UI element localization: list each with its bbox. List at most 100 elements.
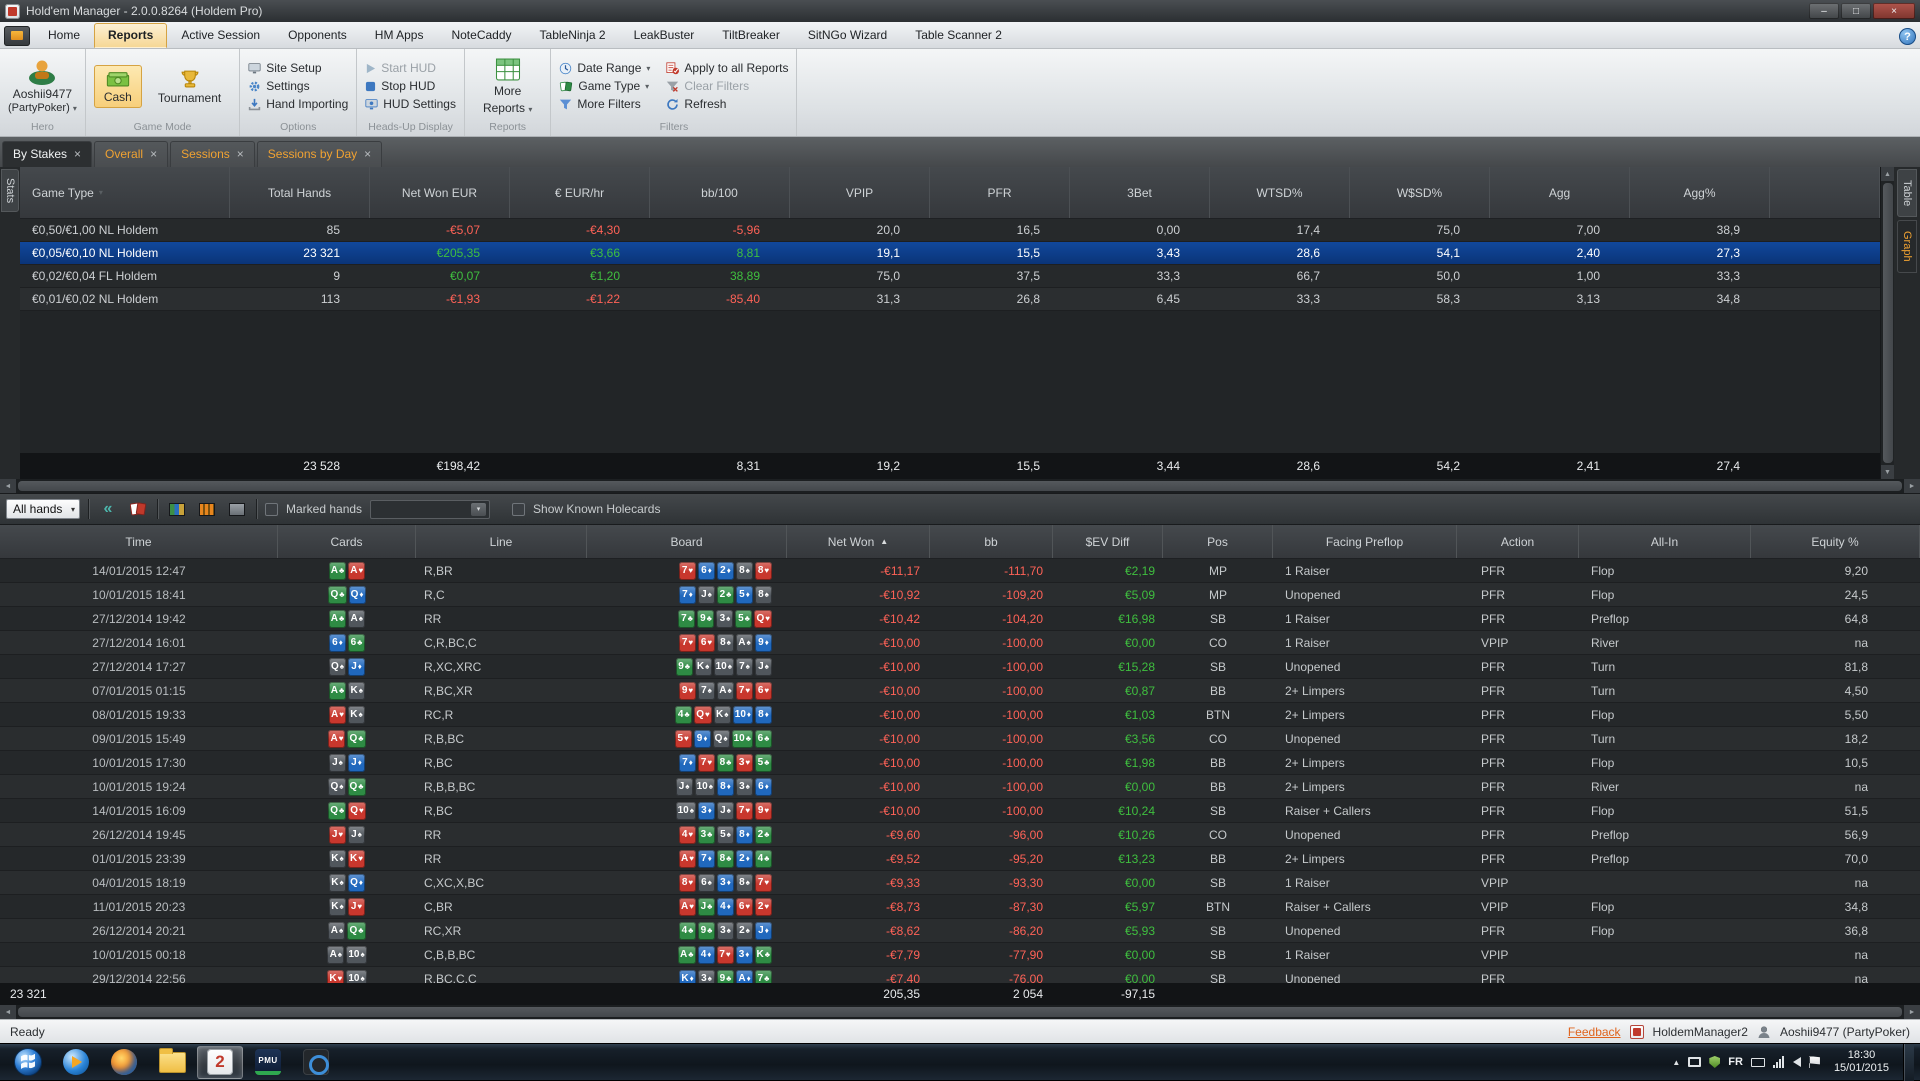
filter-dropdown-icon[interactable]: ▾	[98, 188, 103, 197]
start-button[interactable]	[5, 1046, 51, 1079]
settings-button[interactable]: Settings	[248, 79, 348, 93]
menu-item-home[interactable]: Home	[48, 28, 81, 42]
stats-col-vpip[interactable]: VPIP	[790, 167, 930, 218]
language-indicator[interactable]: FR	[1728, 1056, 1743, 1068]
game-type-filter-button[interactable]: Game Type ▾	[559, 79, 650, 93]
stats-col-pfr[interactable]: PFR	[930, 167, 1070, 218]
help-button[interactable]: ?	[1899, 28, 1916, 45]
stats-row[interactable]: €0,02/€0,04 FL Holdem 9 €0,07 €1,20 38,89 75,…	[20, 265, 1880, 288]
report-tab-by-stakes[interactable]: By Stakes ×	[2, 141, 93, 167]
hidden-icons-chevron[interactable]: ▲	[1672, 1057, 1681, 1067]
hand-row[interactable]: 11/01/2015 20:23 K ♠ J ♥ C,BR A ♥ J ♣ 4 ♦ 6 ♥ 2 ♥ -€8,73…	[0, 895, 1920, 919]
stats-col-agg[interactable]: Agg	[1490, 167, 1630, 218]
hands-col-cards[interactable]: Cards	[278, 525, 416, 558]
title-bar[interactable]: Hold'em Manager - 2.0.0.8264 (Holdem Pro…	[0, 0, 1920, 22]
hands-col-pos[interactable]: Pos	[1163, 525, 1273, 558]
stats-col-bb-100[interactable]: bb/100	[650, 167, 790, 218]
hand-row[interactable]: 27/12/2014 17:27 Q ♠ J ♦ R,XC,XRC 9 ♣ K ♠ 10 ♠ 7 ♠ J ♠ -…	[0, 655, 1920, 679]
scroll-right-icon[interactable]: ►	[1904, 479, 1920, 493]
marked-hands-checkbox[interactable]	[265, 502, 278, 516]
start-hud-button[interactable]: Start HUD	[365, 61, 456, 75]
menu-item-leakbuster[interactable]: LeakBuster	[633, 28, 695, 42]
tray-monitor-icon[interactable]	[1688, 1057, 1702, 1067]
menu-item-notecaddy[interactable]: NoteCaddy	[451, 28, 512, 42]
minimize-button[interactable]: –	[1809, 3, 1839, 19]
stats-row[interactable]: €0,01/€0,02 NL Holdem 113 -€1,93 -€1,22 -85,…	[20, 288, 1880, 311]
close-button[interactable]: ×	[1873, 3, 1915, 19]
clear-filters-button[interactable]: Clear Filters	[666, 79, 788, 93]
hand-row[interactable]: 08/01/2015 19:33 A ♥ K ♠ RC,R 4 ♣ Q ♥ K ♠ 10 ♦ 8 ♦ -€10,…	[0, 703, 1920, 727]
stats-row[interactable]: €0,05/€0,10 NL Holdem 23 321 €205,35 €3,66 8…	[20, 242, 1880, 265]
hands-horizontal-scrollbar[interactable]: ◄ ►	[0, 1005, 1920, 1019]
taskbar-media-player-button[interactable]	[53, 1046, 99, 1079]
menu-item-table-scanner-2[interactable]: Table Scanner 2	[915, 28, 1002, 42]
show-desktop-button[interactable]	[1903, 1043, 1914, 1081]
scroll-left-icon[interactable]: ◄	[0, 479, 16, 493]
hand-row[interactable]: 14/01/2015 12:47 A ♣ A ♥ R,BR 7 ♥ 6 ♦ 2 ♦ 8 ♠ 8 ♥ -€11,1…	[0, 559, 1920, 583]
close-tab-icon[interactable]: ×	[364, 147, 372, 161]
stop-hud-button[interactable]: Stop HUD	[365, 79, 456, 93]
hands-col-time[interactable]: Time	[0, 525, 278, 558]
hand-row[interactable]: 01/01/2015 23:39 K ♠ K ♥ RR A ♥ 7 ♦ 8 ♣ 2 ♦ 4 ♣ -€9,52 -9…	[0, 847, 1920, 871]
hand-row[interactable]: 27/12/2014 16:01 6 ♦ 6 ♣ C,R,BC,C 7 ♥ 6 ♥ 8 ♠ A ♠ 9 ♦ -€…	[0, 631, 1920, 655]
hand-row[interactable]: 27/12/2014 19:42 A ♣ A ♠ RR 7 ♣ 9 ♣ 3 ♠ 5 ♣ Q ♥ -€10,42 -…	[0, 607, 1920, 631]
tray-keyboard-icon[interactable]	[1750, 1057, 1765, 1067]
maximize-button[interactable]: □	[1841, 3, 1871, 19]
stats-col-game-type[interactable]: Game Type ▾	[20, 167, 230, 218]
hands-col-bb[interactable]: bb	[930, 525, 1053, 558]
more-reports-button[interactable]: More Reports ▾	[473, 53, 542, 119]
refresh-button[interactable]: Refresh	[666, 97, 788, 111]
rewind-button[interactable]: «	[97, 498, 119, 520]
hand-row[interactable]: 26/12/2014 19:45 J ♥ J ♠ RR 4 ♥ 3 ♣ 5 ♠ 8 ♦ 2 ♣ -€9,60 -9…	[0, 823, 1920, 847]
stats-col-w-sd[interactable]: W$SD%	[1350, 167, 1490, 218]
hand-importing-button[interactable]: Hand Importing	[248, 97, 348, 111]
cash-button[interactable]: Cash	[93, 64, 142, 108]
app-menu-button[interactable]	[4, 26, 30, 46]
hand-row[interactable]: 07/01/2015 01:15 A ♣ K ♠ R,BC,XR 9 ♥ 7 ♠ A ♠ 7 ♥ 6 ♥ -€1…	[0, 679, 1920, 703]
tray-flag-icon[interactable]	[1808, 1056, 1820, 1068]
hand-row[interactable]: 09/01/2015 15:49 A ♥ Q ♣ R,B,BC 5 ♥ 9 ♦ Q ♠ 10 ♣ 6 ♣ -€1…	[0, 727, 1920, 751]
marked-hands-combo[interactable]: ▾	[370, 499, 491, 519]
list-view-button[interactable]	[226, 498, 248, 520]
scrollbar-thumb[interactable]	[1882, 183, 1893, 463]
report-tab-sessions-by-day[interactable]: Sessions by Day ×	[256, 141, 383, 167]
hands-col-facing-preflop[interactable]: Facing Preflop	[1273, 525, 1457, 558]
taskbar-replayer-button[interactable]	[293, 1046, 339, 1079]
hands-col-all-in[interactable]: All-In	[1579, 525, 1751, 558]
hand-row[interactable]: 29/12/2014 22:56 K ♥ 10 ♠ R,BC,C,C K ♦ 3 ♠ 9 ♣ A ♦ 7 ♣ -…	[0, 967, 1920, 983]
hands-col-board[interactable]: Board	[587, 525, 787, 558]
stats-vertical-scrollbar[interactable]: ▲ ▼	[1880, 167, 1895, 479]
report-tab-sessions[interactable]: Sessions ×	[170, 141, 255, 167]
close-tab-icon[interactable]: ×	[236, 147, 244, 161]
apply-all-reports-button[interactable]: Apply to all Reports	[666, 61, 788, 75]
close-tab-icon[interactable]: ×	[150, 147, 158, 161]
menu-item-tiltbreaker[interactable]: TiltBreaker	[722, 28, 780, 42]
scrollbar-thumb[interactable]	[18, 481, 1902, 491]
taskbar-hm2-button[interactable]: 2	[197, 1045, 243, 1079]
stats-col-net-won-eur[interactable]: Net Won EUR	[370, 167, 510, 218]
hand-row[interactable]: 26/12/2014 20:21 A ♠ Q ♣ RC,XR 4 ♣ 9 ♣ 3 ♠ 2 ♠ J ♦ -€8,6…	[0, 919, 1920, 943]
date-range-button[interactable]: Date Range ▾	[559, 61, 650, 75]
scroll-up-icon[interactable]: ▲	[1880, 167, 1895, 181]
hand-row[interactable]: 10/01/2015 00:18 A ♠ 10 ♠ C,B,B,BC A ♣ 4 ♦ 7 ♥ 3 ♦ K ♣ -…	[0, 943, 1920, 967]
taskbar-firefox-button[interactable]	[101, 1046, 147, 1079]
stats-col-3bet[interactable]: 3Bet	[1070, 167, 1210, 218]
hand-row[interactable]: 14/01/2015 16:09 Q ♣ Q ♥ R,BC 10 ♠ 3 ♦ J ♠ 7 ♥ 9 ♥ -€10,…	[0, 799, 1920, 823]
hud-settings-button[interactable]: HUD Settings	[365, 97, 456, 111]
tab-stats[interactable]: Stats	[1, 169, 19, 213]
hand-row[interactable]: 10/01/2015 18:41 Q ♣ Q ♦ R,C 7 ♦ J ♠ 2 ♣ 5 ♦ 8 ♠ -€10,92…	[0, 583, 1920, 607]
replayer-button[interactable]	[127, 498, 149, 520]
tab-graph[interactable]: Graph	[1897, 220, 1917, 273]
tray-shield-icon[interactable]	[1709, 1056, 1721, 1068]
hands-filter-select[interactable]: All hands ▾	[6, 499, 80, 519]
hand-row[interactable]: 10/01/2015 19:24 Q ♠ Q ♣ R,B,B,BC J ♠ 10 ♠ 8 ♦ 3 ♠ 6 ♦ -…	[0, 775, 1920, 799]
feedback-link[interactable]: Feedback	[1567, 1024, 1621, 1039]
menu-item-tableninja-2[interactable]: TableNinja 2	[539, 28, 606, 42]
tab-table[interactable]: Table	[1897, 169, 1917, 218]
menu-item-opponents[interactable]: Opponents	[288, 28, 347, 42]
chart-view-button[interactable]	[196, 498, 218, 520]
stats-row[interactable]: €0,50/€1,00 NL Holdem 85 -€5,07 -€4,30 -5,96…	[20, 219, 1880, 242]
site-setup-button[interactable]: Site Setup	[248, 61, 348, 75]
hand-row[interactable]: 04/01/2015 18:19 K ♠ Q ♦ C,XC,X,BC 8 ♥ 6 ♠ 3 ♦ 8 ♠ 7 ♥ -…	[0, 871, 1920, 895]
taskbar-pmu-button[interactable]: PMU	[245, 1046, 291, 1079]
